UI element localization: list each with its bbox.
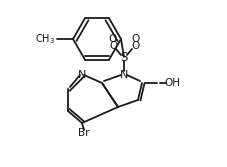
- Text: S: S: [120, 50, 128, 63]
- Text: OH: OH: [164, 78, 180, 88]
- Text: N: N: [120, 70, 128, 80]
- Text: O: O: [132, 34, 140, 44]
- Text: O: O: [108, 34, 116, 44]
- Text: Br: Br: [78, 128, 90, 138]
- Text: CH$_3$: CH$_3$: [35, 32, 55, 46]
- Text: O: O: [109, 41, 117, 51]
- Text: N: N: [78, 70, 86, 80]
- Text: O: O: [131, 41, 139, 51]
